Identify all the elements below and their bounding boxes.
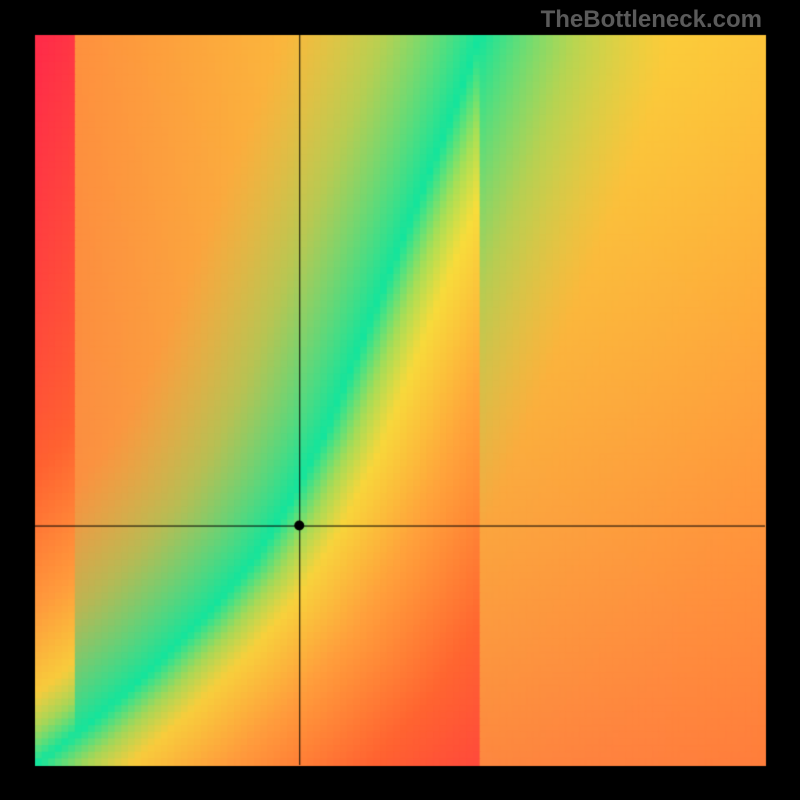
chart-container: TheBottleneck.com xyxy=(0,0,800,800)
watermark-text: TheBottleneck.com xyxy=(541,6,762,34)
bottleneck-heatmap xyxy=(0,0,800,800)
